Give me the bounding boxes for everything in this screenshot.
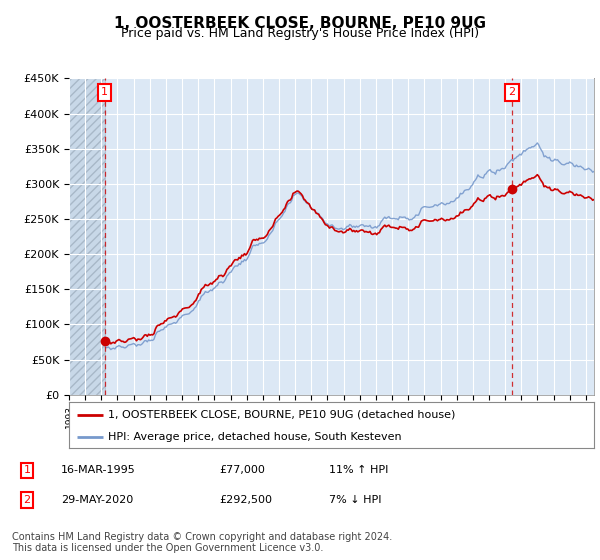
- Text: 29-MAY-2020: 29-MAY-2020: [61, 495, 133, 505]
- Text: 2: 2: [23, 495, 31, 505]
- Text: 7% ↓ HPI: 7% ↓ HPI: [329, 495, 382, 505]
- Text: 1, OOSTERBEEK CLOSE, BOURNE, PE10 9UG (detached house): 1, OOSTERBEEK CLOSE, BOURNE, PE10 9UG (d…: [109, 410, 456, 420]
- Text: 1: 1: [101, 87, 108, 97]
- Text: 2: 2: [508, 87, 515, 97]
- Text: 16-MAR-1995: 16-MAR-1995: [61, 465, 136, 475]
- Text: 1: 1: [23, 465, 31, 475]
- Text: Contains HM Land Registry data © Crown copyright and database right 2024.
This d: Contains HM Land Registry data © Crown c…: [12, 531, 392, 553]
- Text: HPI: Average price, detached house, South Kesteven: HPI: Average price, detached house, Sout…: [109, 432, 402, 441]
- Text: 1, OOSTERBEEK CLOSE, BOURNE, PE10 9UG: 1, OOSTERBEEK CLOSE, BOURNE, PE10 9UG: [114, 16, 486, 31]
- Bar: [69, 78, 104, 395]
- Bar: [69, 78, 104, 395]
- Text: £292,500: £292,500: [220, 495, 272, 505]
- Text: 11% ↑ HPI: 11% ↑ HPI: [329, 465, 388, 475]
- Text: Price paid vs. HM Land Registry's House Price Index (HPI): Price paid vs. HM Land Registry's House …: [121, 27, 479, 40]
- Text: £77,000: £77,000: [220, 465, 265, 475]
